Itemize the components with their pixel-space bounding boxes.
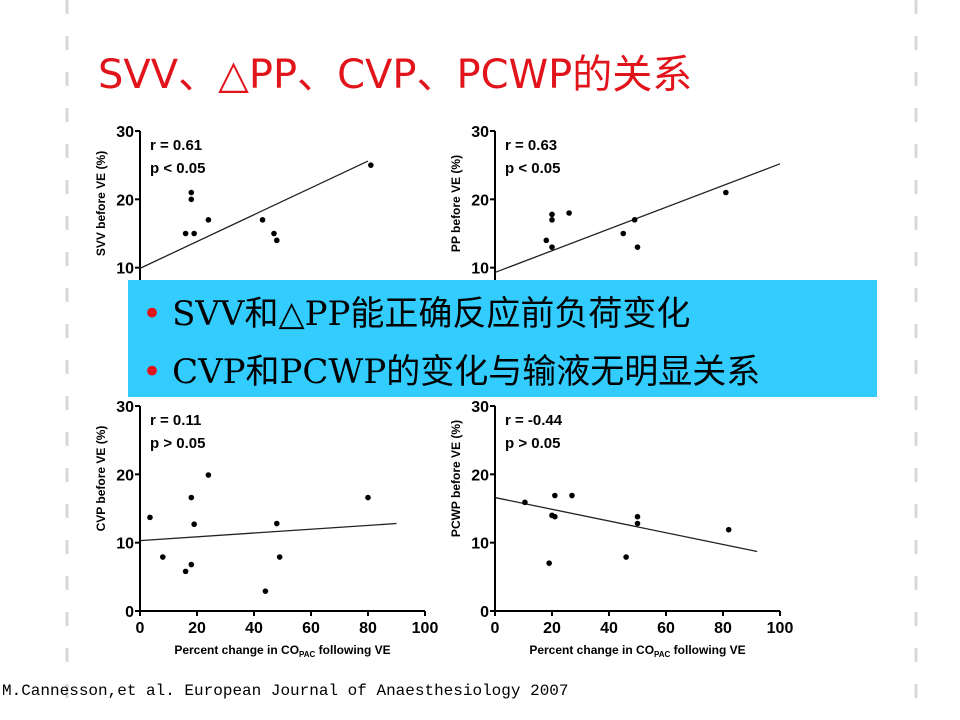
x-axis-label: Percent change in COPAC following VE (529, 643, 745, 659)
point (276, 554, 283, 560)
annotation: r = 0.11 (150, 412, 201, 429)
x-tick-label: 40 (245, 620, 263, 637)
point (546, 560, 552, 566)
point (259, 217, 266, 223)
point (274, 520, 280, 527)
trend-line (494, 496, 758, 553)
x-axis-label-part: PAC (654, 650, 671, 659)
point (725, 526, 732, 533)
decor (65, 0, 918, 720)
y-axis-label: SVV before VE (%) (94, 151, 108, 256)
y-tick-label: 20 (116, 192, 134, 209)
x-axis-label-part: Percent change in CO (174, 643, 299, 657)
point (549, 217, 555, 223)
point (368, 162, 374, 168)
point (188, 494, 195, 501)
point (566, 210, 572, 216)
y-tick-label: 30 (116, 124, 134, 141)
point (620, 230, 627, 237)
y-tick-label: 20 (116, 467, 134, 484)
x-tick-label: 80 (359, 620, 377, 637)
scatter-chart: 10 20 30 SVV before VE (%) r = 0.61 p < 0.05 (94, 124, 425, 337)
x-axis-label-part: PAC (299, 650, 316, 659)
x-tick-label: 100 (412, 620, 439, 637)
point (552, 513, 558, 520)
x-tick-label: 20 (543, 620, 561, 637)
point (191, 521, 197, 528)
point (182, 230, 189, 237)
point (549, 244, 555, 250)
y-axis-label: PCWP before VE (%) (449, 420, 463, 537)
citation: M.Cannesson,et al. European Journal of A… (2, 682, 569, 700)
annotation: r = -0.44 (505, 412, 563, 429)
y-axis-label: PP before VE (%) (449, 155, 463, 252)
y-tick-label: 0 (480, 604, 489, 621)
annotation: p > 0.05 (150, 435, 205, 452)
point (631, 217, 638, 223)
x-tick-label: 60 (302, 620, 320, 637)
x-axis-label-part: Percent change in CO (529, 643, 654, 657)
y-axis-label: CVP before VE (%) (94, 426, 108, 532)
x-tick-label: 80 (714, 620, 732, 637)
point (634, 513, 641, 520)
point (634, 244, 641, 250)
trend-line (139, 522, 397, 542)
x-tick-label: 0 (491, 620, 500, 637)
point (188, 189, 195, 196)
point (569, 492, 575, 499)
trend-line (494, 163, 781, 274)
point (365, 494, 371, 501)
scatter-chart: 0 10 20 30 0 20 40 60 80 100 PCWP before VE (%) Per… (449, 399, 793, 659)
annotation: p > 0.05 (505, 435, 560, 452)
bullet: CVP和PCWP的变化与输液无明显关系 (142, 344, 760, 393)
point (188, 561, 195, 568)
y-tick-label: 30 (116, 399, 134, 416)
point (723, 189, 729, 196)
x-tick-label: 40 (600, 620, 618, 637)
point (182, 568, 189, 575)
x-axis-label-part: following VE (670, 643, 745, 657)
point (188, 196, 195, 203)
annotation: r = 0.63 (505, 137, 557, 154)
callout-box: SVV和△PP能正确反应前负荷变化 CVP和PCWP的变化与输液无明显关系 (128, 280, 877, 397)
y-tick-label: 30 (471, 124, 489, 141)
y-tick-label: 20 (471, 192, 489, 209)
y-tick-label: 10 (471, 261, 489, 278)
y-tick-label: 20 (471, 467, 489, 484)
y-tick-label: 10 (471, 536, 489, 553)
x-tick-label: 60 (657, 620, 675, 637)
point (271, 230, 277, 237)
point (522, 499, 528, 506)
y-tick-label: 30 (471, 399, 489, 416)
point (634, 520, 641, 527)
point (191, 230, 197, 237)
annotation: p < 0.05 (505, 160, 560, 177)
x-axis-label: Percent change in COPAC following VE (174, 643, 390, 659)
y-tick-label: 0 (125, 604, 134, 621)
x-tick-label: 20 (188, 620, 206, 637)
point (274, 237, 280, 244)
point (552, 492, 558, 499)
point (543, 237, 550, 244)
point (147, 514, 153, 521)
y-tick-label: 10 (116, 536, 134, 553)
annotation: r = 0.61 (150, 137, 202, 154)
point (262, 588, 269, 594)
point (205, 217, 212, 223)
x-tick-label: 100 (767, 620, 794, 637)
x-tick-label: 0 (136, 620, 145, 637)
trend-line (139, 160, 369, 269)
point (205, 472, 212, 478)
point (160, 554, 166, 560)
point (549, 211, 555, 218)
y-tick-label: 10 (116, 261, 134, 278)
bullet: SVV和△PP能正确反应前负荷变化 (142, 286, 690, 335)
point (623, 554, 629, 560)
slide-title: SVV、△PP、CVP、PCWP的关系 (98, 52, 693, 98)
x-axis-label-part: following VE (315, 643, 390, 657)
annotation: p < 0.05 (150, 160, 205, 177)
scatter-chart: 0 10 20 30 0 20 40 60 80 100 CVP before VE (%) Perc… (94, 399, 438, 659)
